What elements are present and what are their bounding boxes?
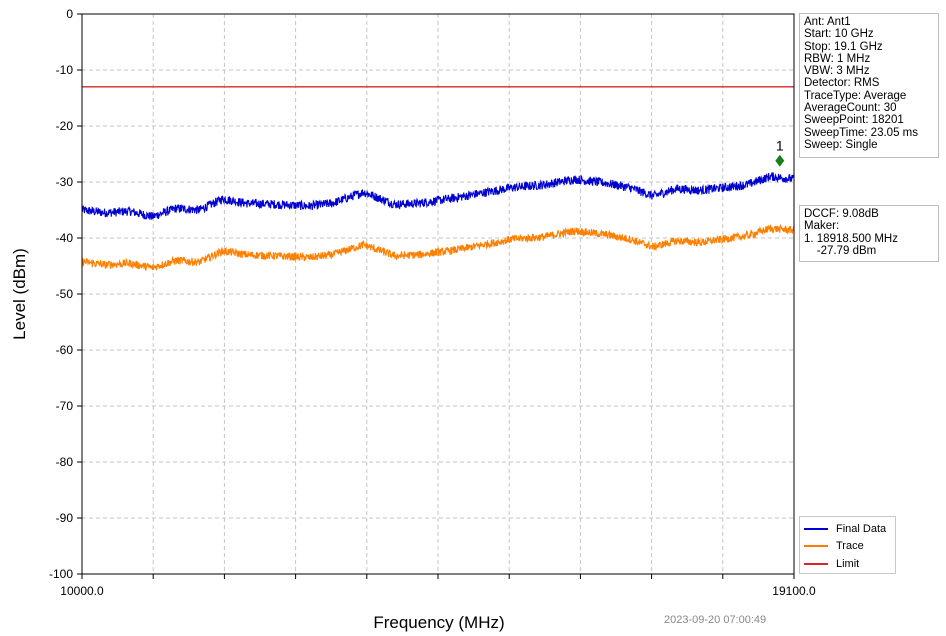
x-tick-label: 10000.0 — [60, 584, 104, 598]
y-tick-label: -10 — [56, 63, 74, 77]
settings-line: TraceType: Average — [804, 89, 907, 102]
y-axis-label: Level (dBm) — [10, 248, 29, 340]
legend-item-limit: Limit — [804, 555, 891, 573]
y-tick-label: -60 — [56, 343, 74, 357]
settings-line: SweepPoint: 18201 — [804, 114, 904, 127]
y-tick-label: -80 — [56, 455, 74, 469]
marker-annotation: DCCF: 9.08dB Maker: 1. 18918.500 MHz -27.7… — [799, 205, 939, 262]
series-layer — [81, 86, 795, 271]
y-tick-label: -70 — [56, 399, 74, 413]
timestamp: 2023-09-20 07:00:49 — [664, 614, 767, 626]
settings-line: Ant: Ant1 — [804, 16, 851, 28]
series-trace — [81, 223, 795, 271]
settings-line: AverageCount: 30 — [804, 102, 897, 115]
marker-label: 1 — [776, 138, 784, 154]
marker-info-line: 1. 18918.500 MHz — [804, 232, 898, 245]
settings-line: RBW: 1 MHz — [804, 52, 871, 65]
legend-item-trace: Trace — [804, 538, 891, 556]
legend-label: Final Data — [836, 522, 887, 535]
x-tick-label: 19100.0 — [772, 584, 816, 598]
y-tick-label: -100 — [49, 567, 73, 581]
marker-info-line: DCCF: 9.08dB — [804, 208, 879, 220]
settings-line: Start: 10 GHz — [804, 28, 874, 41]
legend-swatch — [804, 527, 828, 530]
marker-info-line: Maker: — [804, 220, 840, 233]
legend-item-final-data: Final Data — [804, 520, 891, 538]
settings-line: SweepTime: 23.05 ms — [804, 126, 918, 139]
y-axis-ticks: 0 -10 -20 -30 -40 -50 -60 -70 -80 -90 -100 — [49, 7, 82, 581]
marker-diamond — [775, 154, 785, 167]
legend: Final Data Trace Limit — [799, 516, 896, 574]
settings-line: VBW: 3 MHz — [804, 65, 870, 78]
marker-layer: 1 — [775, 138, 785, 167]
marker-info-line: -27.79 dBm — [804, 244, 877, 257]
y-tick-label: -50 — [56, 287, 74, 301]
settings-line: Stop: 19.1 GHz — [804, 40, 883, 53]
grid — [82, 14, 794, 574]
y-tick-label: -40 — [56, 231, 74, 245]
y-tick-label: 0 — [66, 7, 73, 21]
y-tick-label: -30 — [56, 175, 74, 189]
series-final-data — [81, 172, 795, 220]
settings-line: Sweep: Single — [804, 138, 878, 151]
settings-line: Detector: RMS — [804, 77, 880, 90]
legend-label: Limit — [836, 557, 860, 570]
x-axis-ticks: 10000.0 19100.0 — [60, 574, 816, 598]
legend-label: Trace — [836, 540, 864, 553]
settings-annotation: Ant: Ant1 Start: 10 GHz Stop: 19.1 GHz RBW:… — [799, 13, 939, 158]
x-axis-label: Frequency (MHz) — [373, 613, 504, 632]
legend-swatch — [804, 545, 828, 548]
y-tick-label: -20 — [56, 119, 74, 133]
legend-swatch — [804, 562, 828, 565]
y-tick-label: -90 — [56, 511, 74, 525]
